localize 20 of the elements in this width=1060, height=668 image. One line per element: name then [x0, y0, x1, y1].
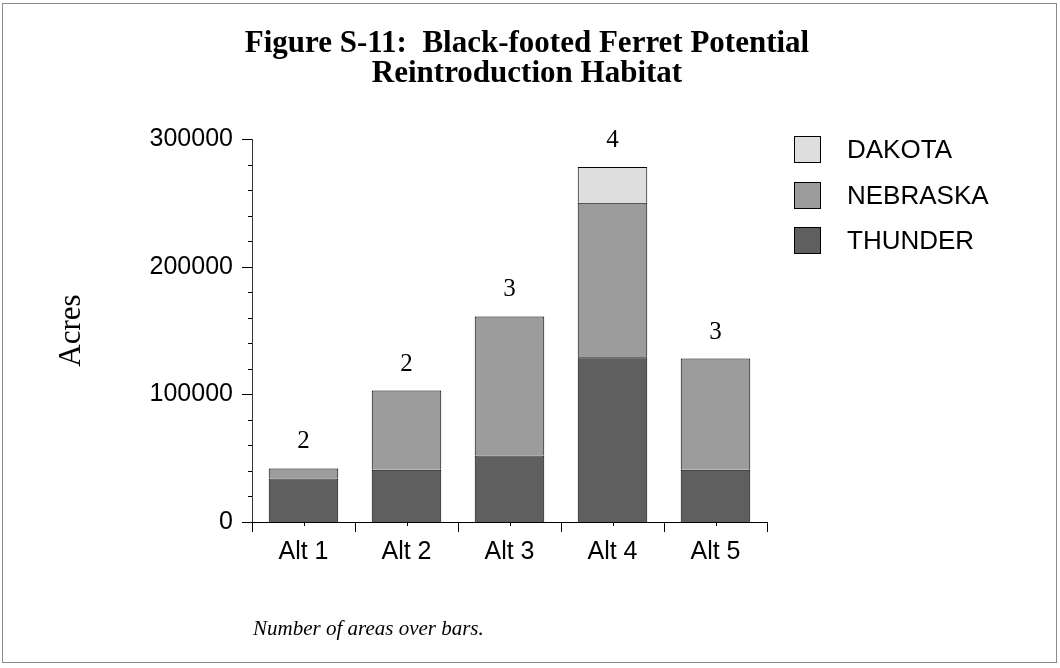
x-tick-label: Alt 1 [278, 535, 329, 564]
y-tick-label: 300000 [149, 122, 233, 151]
x-tick-label: Alt 3 [484, 535, 535, 564]
legend-label: THUNDER [847, 225, 975, 256]
y-tick-label: 200000 [149, 250, 233, 279]
y-axis-title: Acres [51, 294, 87, 367]
annotation: 4 [606, 125, 620, 153]
x-tick-label: Alt 5 [690, 535, 741, 564]
y-tick-label: 0 [219, 505, 233, 534]
x-tick-label: Alt 2 [381, 535, 432, 564]
text: Number of areas over bars. [253, 616, 484, 640]
legend-label: NEBRASKA [847, 179, 989, 211]
chart-title: Figure S-11: Black-footed Ferret Potential Reintroduction Habitat [243, 24, 811, 89]
legend-label: DAKOTA [847, 134, 952, 165]
x-tick-label: Alt 4 [587, 535, 638, 564]
y-tick-label: 100000 [149, 378, 233, 407]
annotation: 3 [503, 274, 516, 302]
annotation: 2 [400, 348, 413, 376]
annotation: 2 [297, 426, 310, 454]
annotation: 3 [709, 316, 722, 344]
